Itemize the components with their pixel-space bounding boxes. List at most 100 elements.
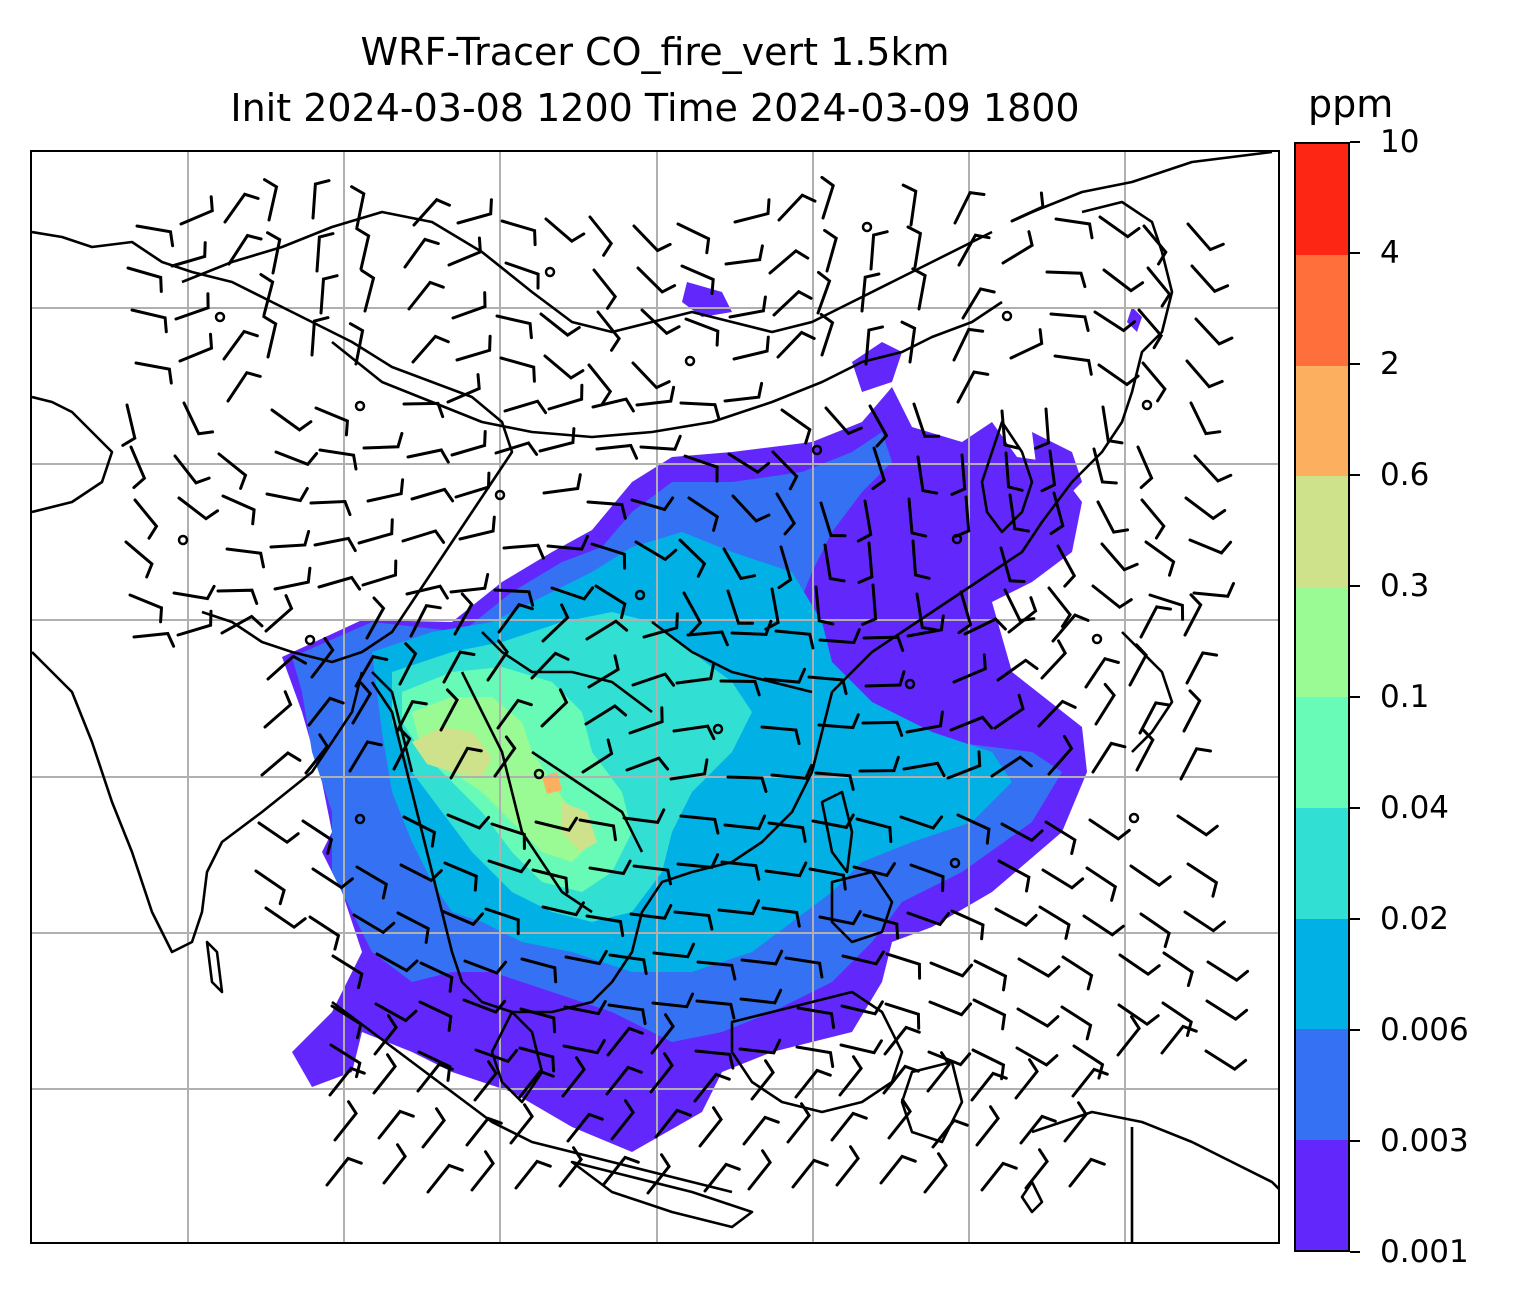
wind-barb <box>811 813 855 830</box>
wind-barb <box>474 1048 519 1064</box>
wind-barb <box>586 500 627 520</box>
colorbar-tick-label: 0.04 <box>1380 790 1450 826</box>
calm-wind-marker <box>904 678 916 690</box>
calm-wind-marker <box>1141 399 1153 411</box>
wind-barb <box>1183 593 1203 637</box>
co-concentration-fill <box>282 282 1142 1152</box>
wind-barb <box>591 397 635 413</box>
wind-barb <box>1190 264 1230 294</box>
colorbar-segment <box>1296 918 1348 1030</box>
wind-barb <box>1097 363 1140 387</box>
wind-barb <box>1007 596 1038 634</box>
colorbar-tick <box>1350 696 1360 698</box>
wind-barb <box>912 402 941 438</box>
wind-barb <box>864 670 906 688</box>
wind-barb <box>860 272 881 313</box>
wind-barb <box>541 603 570 643</box>
wind-barb <box>317 575 362 591</box>
wind-barb <box>502 543 545 560</box>
wind-barb <box>771 450 799 491</box>
wind-barb <box>263 690 293 729</box>
wind-barb <box>961 287 996 320</box>
wind-barb <box>906 614 945 638</box>
wind-barb <box>954 495 971 538</box>
wind-barb <box>451 291 487 320</box>
wind-barb <box>1047 734 1074 776</box>
wind-barb <box>649 1052 674 1094</box>
wind-barb <box>607 1003 647 1026</box>
wind-barb <box>824 406 863 436</box>
wind-barb <box>494 441 539 456</box>
wind-barb <box>869 230 889 271</box>
wind-barb <box>1088 818 1131 841</box>
wind-barb <box>605 1065 643 1096</box>
wind-barb <box>473 1060 498 1102</box>
wind-barb <box>361 559 398 587</box>
wind-barb <box>455 334 492 362</box>
wind-barb <box>1000 822 1044 843</box>
wind-barb <box>266 231 282 275</box>
wind-barb <box>1024 1148 1049 1190</box>
wind-barb <box>360 269 376 313</box>
colorbar-tick-label: 4 <box>1380 235 1400 271</box>
wind-barb <box>1144 540 1176 577</box>
wind-barb <box>377 1109 415 1140</box>
wind-barb <box>495 314 533 340</box>
wind-barb <box>1184 496 1227 521</box>
wind-barb <box>1047 586 1072 628</box>
colorbar-tick <box>1350 252 1360 254</box>
wind-barb <box>871 446 887 491</box>
wind-barb <box>544 217 586 243</box>
wind-barb <box>514 1159 552 1190</box>
wind-barb <box>650 1013 675 1055</box>
wind-barb <box>417 1050 452 1082</box>
wind-barb <box>542 473 582 495</box>
wind-barb <box>227 233 263 266</box>
colorbar-segment <box>1296 365 1348 477</box>
wind-barb <box>722 547 757 581</box>
wind-barb <box>421 1107 446 1149</box>
wind-barb <box>487 858 532 874</box>
wind-barb <box>330 1004 363 1040</box>
wind-barb <box>956 813 991 845</box>
wind-barb <box>484 907 520 936</box>
wind-barb <box>126 266 163 293</box>
wind-barb <box>170 241 207 268</box>
wind-barb <box>1189 401 1222 436</box>
wind-barb <box>1092 447 1118 485</box>
wind-barb <box>307 696 345 727</box>
wind-barb <box>134 361 173 385</box>
wind-barb <box>823 228 838 273</box>
wind-barb <box>1000 409 1020 450</box>
wind-barb <box>602 1155 640 1186</box>
wind-barb <box>176 609 213 637</box>
wind-barb <box>931 1118 969 1149</box>
wind-barb <box>731 494 771 523</box>
wind-barb <box>1186 862 1219 898</box>
wind-barb <box>520 957 558 984</box>
wind-barb <box>365 596 386 640</box>
map-title: WRF-Tracer CO_fire_vert 1.5km <box>360 30 950 74</box>
wind-barb <box>839 1039 883 1055</box>
wind-barb <box>678 538 707 578</box>
wind-barb <box>588 859 632 876</box>
wind-barb <box>841 950 885 966</box>
wind-barb <box>547 383 584 411</box>
wind-barb <box>265 487 309 503</box>
wind-barb <box>742 1115 780 1146</box>
wind-barb <box>1204 1049 1248 1072</box>
colorbar-tick <box>1350 585 1360 587</box>
wind-barb <box>216 588 259 605</box>
wind-barb <box>396 911 430 944</box>
wind-barb <box>669 758 709 781</box>
wind-barb <box>694 1049 735 1070</box>
wind-barb <box>684 317 720 347</box>
calm-wind-marker <box>494 489 506 501</box>
wind-barb <box>398 642 418 686</box>
wind-barb <box>1137 308 1164 350</box>
wind-barb <box>1054 217 1094 240</box>
wind-barb <box>500 219 537 247</box>
wind-barb <box>1008 493 1031 533</box>
calm-wind-marker <box>1128 812 1140 824</box>
wind-barb <box>1049 491 1065 535</box>
